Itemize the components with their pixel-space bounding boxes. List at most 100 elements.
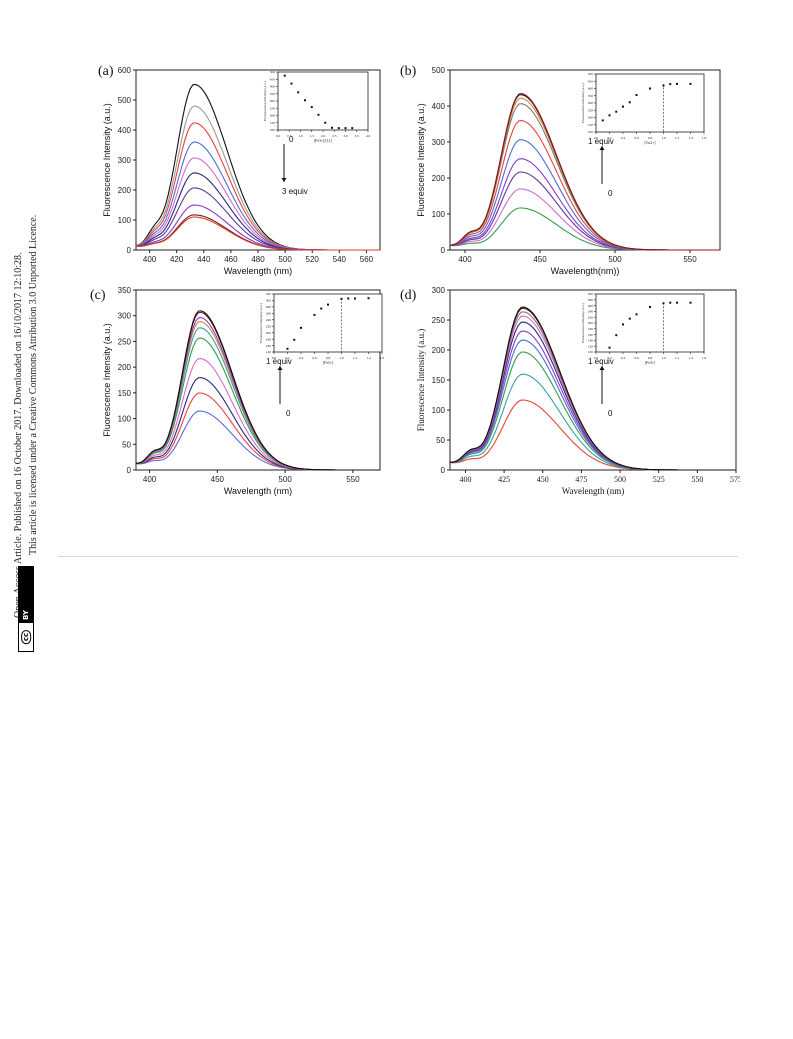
inset-y-tick-label: 180 xyxy=(266,337,272,341)
inset-x-tick-label: 0.8 xyxy=(648,356,653,360)
x-tick-label: 440 xyxy=(197,255,211,264)
inset-data-point xyxy=(615,334,618,337)
x-tick-label: 550 xyxy=(346,475,360,484)
inset-x-tick-label: 1.4 xyxy=(366,356,371,360)
x-axis-label: Wavelength (nm) xyxy=(224,266,292,276)
arrow-label-bottom: 0 xyxy=(608,409,613,418)
inset-y-tick-label: 450 xyxy=(270,77,276,81)
x-tick-label: 550 xyxy=(683,255,697,264)
inset-y-tick-label: 180 xyxy=(588,327,594,331)
inset-x-tick-label: 0.6 xyxy=(634,136,639,140)
cc-by-badge[interactable]: BY cc xyxy=(18,566,34,652)
y-tick-label: 300 xyxy=(432,286,446,295)
y-axis-label: Fluorescence Intensity (a.u.) xyxy=(102,103,112,217)
inset-x-tick-label: 1.2 xyxy=(353,356,358,360)
inset-x-tick-label: 1.2 xyxy=(675,136,680,140)
x-tick-label: 500 xyxy=(278,475,292,484)
inset-data-point xyxy=(320,307,323,310)
inset-y-tick-label: 300 xyxy=(588,101,594,105)
inset-data-point xyxy=(293,338,296,341)
inset-data-point xyxy=(347,297,350,300)
arrow-label-top: 1 equiv xyxy=(266,357,292,366)
inset-y-tick-label: 260 xyxy=(588,304,594,308)
inset-x-tick-label: 1.0 xyxy=(661,356,666,360)
inset-data-point xyxy=(304,99,306,102)
x-tick-label: 500 xyxy=(614,475,626,484)
x-axis-label: Wavelength(nm)) xyxy=(551,266,620,276)
inset-y-tick-label: 320 xyxy=(266,292,272,296)
x-tick-label: 450 xyxy=(211,475,225,484)
inset-x-tick-label: 0.4 xyxy=(621,136,626,140)
inset-y-tick-label: 450 xyxy=(588,79,594,83)
inset-y-tick-label: 350 xyxy=(588,94,594,98)
arrow-head xyxy=(599,366,605,370)
inset-data-point xyxy=(622,323,624,326)
y-tick-label: 300 xyxy=(118,312,132,321)
inset-x-tick-label: 0.6 xyxy=(312,356,317,360)
inset-y-tick-label: 300 xyxy=(588,292,594,296)
inset-y-axis-label: Fluorescence Intensity (a.u.) xyxy=(263,80,267,121)
inset-x-tick-label: 1.6 xyxy=(702,356,707,360)
inset-x-tick-label: 0.0 xyxy=(594,356,599,360)
inset-frame xyxy=(273,293,383,353)
inset-data-point xyxy=(676,82,678,85)
y-tick-label: 250 xyxy=(118,337,132,346)
y-tick-label: 600 xyxy=(118,66,132,75)
inset-x-tick-label: 0.0 xyxy=(594,136,599,140)
inset-data-point xyxy=(317,113,320,116)
panel-label-b: (b) xyxy=(400,64,417,79)
inset-x-tick-label: 3.0 xyxy=(343,134,348,138)
license-notice: This article is licensed under a Creativ… xyxy=(28,214,39,555)
inset-data-point xyxy=(662,84,665,87)
inset-x-tick-label: 4.0 xyxy=(366,134,371,138)
inset-data-point xyxy=(615,110,618,113)
inset-data-point xyxy=(635,313,638,316)
x-axis-label: Wavelength (nm) xyxy=(562,486,625,496)
license-sidebar: Open Access Article. Published on 16 Oct… xyxy=(0,0,48,700)
inset-y-tick-label: 280 xyxy=(266,305,272,309)
inset-y-axis-label: Fluorescence Intensity (a.u.) xyxy=(581,82,585,123)
inset-y-tick-label: 220 xyxy=(266,324,272,328)
inset-y-tick-label: 140 xyxy=(266,350,272,354)
inset-y-tick-label: 150 xyxy=(588,123,594,127)
inset-data-point xyxy=(669,301,672,304)
inset-x-tick-label: 0.2 xyxy=(285,356,290,360)
inset-data-point xyxy=(649,306,651,309)
arrow-head xyxy=(281,178,287,182)
x-tick-label: 400 xyxy=(143,475,157,484)
y-tick-label: 250 xyxy=(432,316,446,325)
chart-c-svg: 0 50 100 150 200 250 300 350 400 450 500 550 Wavelen… xyxy=(102,286,384,496)
inset-x-tick-label: 1.6 xyxy=(702,136,707,140)
chart-d-svg: 0 50 100 150 200 250 300 400 425 450 475 500 525 550 5… xyxy=(416,286,740,496)
inset-x-tick-label: 1.2 xyxy=(675,356,680,360)
x-tick-label: 450 xyxy=(537,475,549,484)
x-tick-label: 500 xyxy=(608,255,622,264)
y-tick-label: 400 xyxy=(118,126,132,135)
inset-data-point xyxy=(676,301,678,304)
arrow-label-top: 0 xyxy=(289,135,294,144)
x-tick-label: 540 xyxy=(333,255,347,264)
inset-data-point xyxy=(300,326,302,329)
y-tick-label: 100 xyxy=(118,415,132,424)
inset-y-tick-label: 280 xyxy=(588,298,594,302)
inset-data-point xyxy=(310,106,313,109)
inset-frame xyxy=(277,71,369,131)
inset-y-tick-label: 260 xyxy=(266,312,272,316)
inset-data-point xyxy=(628,317,631,320)
inset-data-point xyxy=(669,83,672,86)
x-tick-label: 460 xyxy=(224,255,238,264)
inset-y-tick-label: 160 xyxy=(266,344,272,348)
inset-y-tick-label: 140 xyxy=(588,339,594,343)
inset-y-tick-label: 250 xyxy=(270,106,276,110)
spectrum-series xyxy=(135,122,380,251)
spectrum-series xyxy=(135,187,380,251)
publication-notice: Open Access Article. Published on 16 Oct… xyxy=(13,252,24,618)
inset-y-tick-label: 350 xyxy=(270,92,276,96)
inset-x-tick-label: 1.4 xyxy=(688,356,693,360)
arrow-head xyxy=(277,366,283,370)
inset-frame xyxy=(595,73,705,133)
inset-data-point xyxy=(628,101,631,104)
inset-data-point xyxy=(313,313,316,316)
inset-data-point xyxy=(662,302,665,305)
inset-y-axis-label: Fluorescence Intensity (a.u.) xyxy=(259,302,263,343)
